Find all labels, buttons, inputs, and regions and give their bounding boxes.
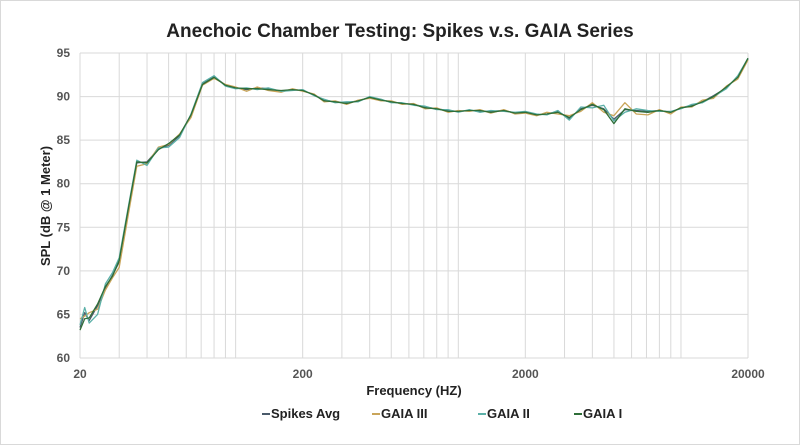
x-tick-label: 200	[293, 367, 313, 381]
legend-label: GAIA I	[583, 406, 622, 421]
tick-labels: 60 65 70 75 80 85 90 95 20 200 2000 20000	[57, 46, 765, 381]
y-tick-label: 65	[57, 307, 71, 321]
y-tick-label: 60	[57, 351, 71, 365]
series-line-gaia-iii	[79, 59, 749, 320]
chart-title: Anechoic Chamber Testing: Spikes v.s. GA…	[166, 21, 633, 42]
legend-label: GAIA II	[487, 406, 530, 421]
x-tick-label: 20000	[731, 367, 765, 381]
y-tick-label: 75	[57, 220, 71, 234]
x-tick-label: 20	[73, 367, 87, 381]
series-line-gaia-i	[79, 57, 749, 331]
legend-label: GAIA III	[381, 406, 427, 421]
x-axis-title: Frequency (HZ)	[366, 383, 461, 398]
gridlines	[79, 52, 749, 359]
series-line-gaia-ii	[79, 57, 749, 326]
series-lines	[79, 57, 749, 331]
y-tick-label: 70	[57, 264, 71, 278]
legend: Spikes Avg GAIA III GAIA II GAIA I	[262, 406, 622, 421]
series-line-spikes-avg	[79, 58, 749, 328]
x-tick-label: 2000	[512, 367, 539, 381]
legend-label: Spikes Avg	[271, 406, 340, 421]
y-tick-label: 80	[57, 177, 71, 191]
y-tick-label: 95	[57, 46, 71, 60]
y-tick-label: 85	[57, 133, 71, 147]
y-tick-label: 90	[57, 90, 71, 104]
y-axis-title: SPL (dB @ 1 Meter)	[38, 146, 53, 266]
